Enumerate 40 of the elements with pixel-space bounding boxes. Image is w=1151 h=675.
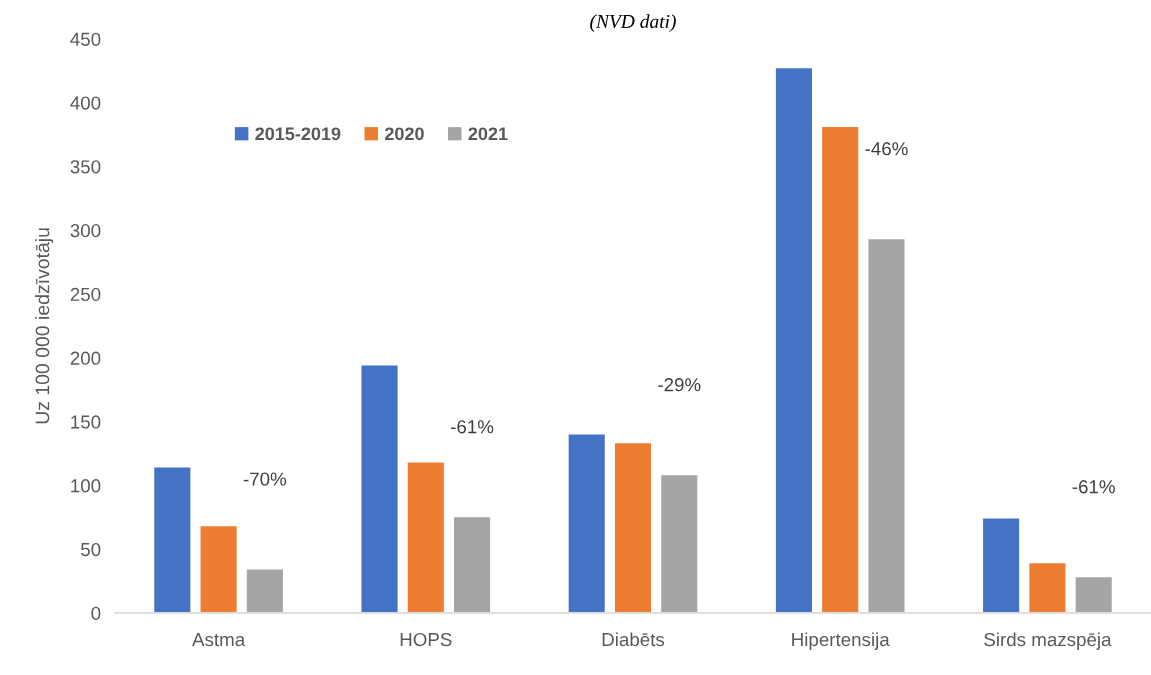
bar: [154, 467, 191, 613]
x-tick-label: HOPS: [400, 632, 452, 647]
x-tick-label: Diabēts: [602, 632, 665, 647]
x-tick-label: Astma: [192, 633, 246, 647]
bar: [614, 443, 652, 613]
chart-title: (NVD dati): [590, 14, 676, 32]
annotation: -70%: [243, 472, 287, 486]
bar: [822, 126, 859, 613]
annotation: -29%: [658, 378, 701, 392]
bar: [1075, 577, 1112, 613]
bar: [200, 526, 237, 613]
y-tick-label: 100: [71, 479, 101, 493]
y-tick-label: 0: [91, 606, 101, 620]
y-axis-title: Uz 100 000 iedzīvotāju: [35, 228, 54, 424]
y-tick-label: 200: [70, 351, 101, 365]
bar: [246, 569, 283, 613]
legend-label: 2015-2019: [255, 127, 341, 141]
y-tick-label: 50: [80, 542, 101, 557]
legend-label: 2020: [384, 127, 424, 141]
y-tick-label: 450: [70, 32, 101, 46]
bar: [568, 434, 605, 613]
bar: [868, 239, 905, 613]
bar: [361, 365, 398, 613]
annotation: -61%: [451, 420, 494, 434]
annotation: -61%: [1072, 480, 1115, 494]
bar: [454, 517, 491, 613]
y-tick-label: 250: [70, 287, 101, 302]
x-tick-label: Sirds mazspēja: [984, 632, 1112, 650]
bar: [661, 475, 698, 613]
bar: [1029, 563, 1066, 613]
bar: [407, 462, 444, 613]
y-tick-label: 350: [70, 160, 101, 174]
y-tick-label: 150: [71, 415, 101, 429]
y-tick-label: 400: [70, 96, 101, 110]
x-tick-label: Hipertensija: [792, 632, 890, 650]
annotation: -46%: [865, 142, 908, 156]
bar: [983, 518, 1020, 613]
y-tick-label: 300: [70, 223, 101, 238]
legend-label: 2021: [468, 127, 508, 141]
bar: [775, 68, 812, 613]
